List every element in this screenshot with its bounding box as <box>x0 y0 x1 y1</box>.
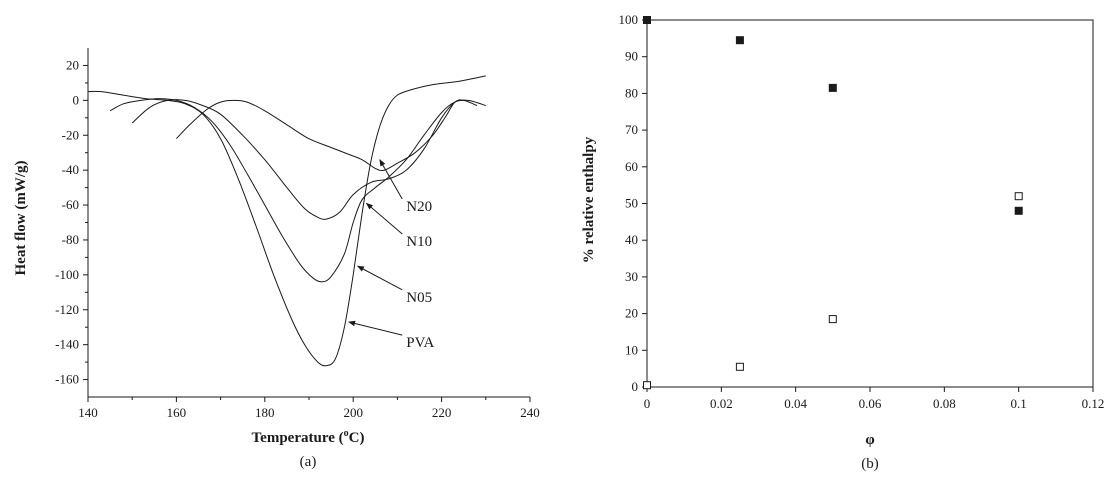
panel-b-y-tick-label: 0 <box>632 379 639 394</box>
panel-a-y-tick-label: -100 <box>55 267 79 282</box>
panel-a-y-tick-label: -20 <box>62 127 79 142</box>
panel-a-x-tick-label: 160 <box>167 405 187 420</box>
panel-a-y-tick-label: -40 <box>62 162 79 177</box>
annotation-arrow-n05 <box>357 265 403 291</box>
panel-b-plot-frame <box>646 19 1094 388</box>
panel-b-y-tick-label: 60 <box>625 159 638 174</box>
panel-b-y-tick-label: 10 <box>625 342 638 357</box>
filled-square-point <box>1014 206 1023 215</box>
panel-a-y-tick-label: -60 <box>62 197 79 212</box>
open-square-point <box>735 362 744 371</box>
annotation-arrow-pva <box>348 320 403 336</box>
panel-a-y-tick-label: -160 <box>55 372 79 387</box>
annotation-label-pva: PVA <box>406 335 434 351</box>
series-line-n05 <box>109 98 486 283</box>
open-square-point <box>828 315 837 324</box>
panel-a-y-axis-title: Heat flow (mW/g) <box>13 161 29 276</box>
panel-b-y-tick-label: 50 <box>625 196 638 211</box>
series-line-pva <box>87 75 486 367</box>
panel-a-y-tick-label: 20 <box>66 57 79 72</box>
annotation-label-n10: N10 <box>406 234 432 250</box>
panel-b-x-tick-label: 0.1 <box>1011 396 1027 411</box>
panel-b-y-tick-label: 100 <box>619 12 639 27</box>
panel-a-x-tick-label: 220 <box>432 405 452 420</box>
open-square-point <box>643 381 651 390</box>
panel-b-y-tick-label: 70 <box>625 122 638 137</box>
panel-a-y-tick-label: 0 <box>73 92 80 107</box>
panel-b-x-tick-label: 0.06 <box>859 396 882 411</box>
panel-a-x-tick-label: 180 <box>255 405 275 420</box>
panel-a-caption: (a) <box>300 454 317 470</box>
annotation-label-n05: N05 <box>406 290 432 306</box>
panel-b-y-axis-title: % relative enthalpy <box>581 136 597 263</box>
filled-square-point <box>828 83 837 92</box>
series-line-n20 <box>176 99 464 172</box>
open-square-point <box>1014 192 1023 201</box>
panel-b-y-tick-label: 20 <box>625 306 638 321</box>
panel-a-x-tick-label: 200 <box>343 405 363 420</box>
panel-b-markers <box>643 16 1023 390</box>
panel-b-relative-enthalpy: 0 0.02 0.04 0.06 0.08 0.1 0.12 0 10 20 30 40 50 60 70 8… <box>581 12 1104 472</box>
panel-b-ticks: 0 0.02 0.04 0.06 0.08 0.1 0.12 0 10 20 30 40 50 60 70 8… <box>619 12 1105 411</box>
panel-a-x-axis-title: Temperature (oC) <box>252 428 365 446</box>
panel-a-x-tick-label: 140 <box>78 405 98 420</box>
series-line-n10 <box>131 99 478 220</box>
panel-a-ticks: 140 160 180 200 220 240200-20-40-60-80-100-12… <box>55 57 540 420</box>
filled-square-point <box>643 16 651 24</box>
panel-b-y-tick-label: 80 <box>625 85 638 100</box>
panel-b-x-tick-label: 0.12 <box>1082 396 1105 411</box>
panel-b-axes <box>646 19 1094 388</box>
annotation-label-n20: N20 <box>406 199 432 215</box>
panel-a-series <box>87 75 486 367</box>
panel-b-caption: (b) <box>861 456 879 472</box>
panel-a-y-tick-label: -140 <box>55 337 79 352</box>
panel-a-y-tick-label: -80 <box>62 232 79 247</box>
annotation-arrow-n10 <box>365 202 403 235</box>
panel-b-x-tick-label: 0.04 <box>784 396 807 411</box>
panel-a-y-tick-label: -120 <box>55 302 79 317</box>
panel-b-y-tick-label: 40 <box>625 232 638 247</box>
panel-b-x-axis-title: φ <box>865 432 874 448</box>
panel-b-y-tick-label: 90 <box>625 49 638 64</box>
filled-square-point <box>735 36 744 45</box>
panel-b-y-tick-label: 30 <box>625 269 638 284</box>
annotation-arrow-n20 <box>379 159 403 200</box>
panel-b-x-tick-label: 0.02 <box>710 396 733 411</box>
panel-a-x-tick-label: 240 <box>520 405 540 420</box>
panel-b-x-tick-label: 0.08 <box>933 396 956 411</box>
panel-b-x-tick-label: 0 <box>644 396 651 411</box>
panel-a-annotations: N20 N10 N05 PVA <box>348 159 434 351</box>
panel-a-dsc-curves: 140 160 180 200 220 240200-20-40-60-80-100-12… <box>13 48 540 470</box>
